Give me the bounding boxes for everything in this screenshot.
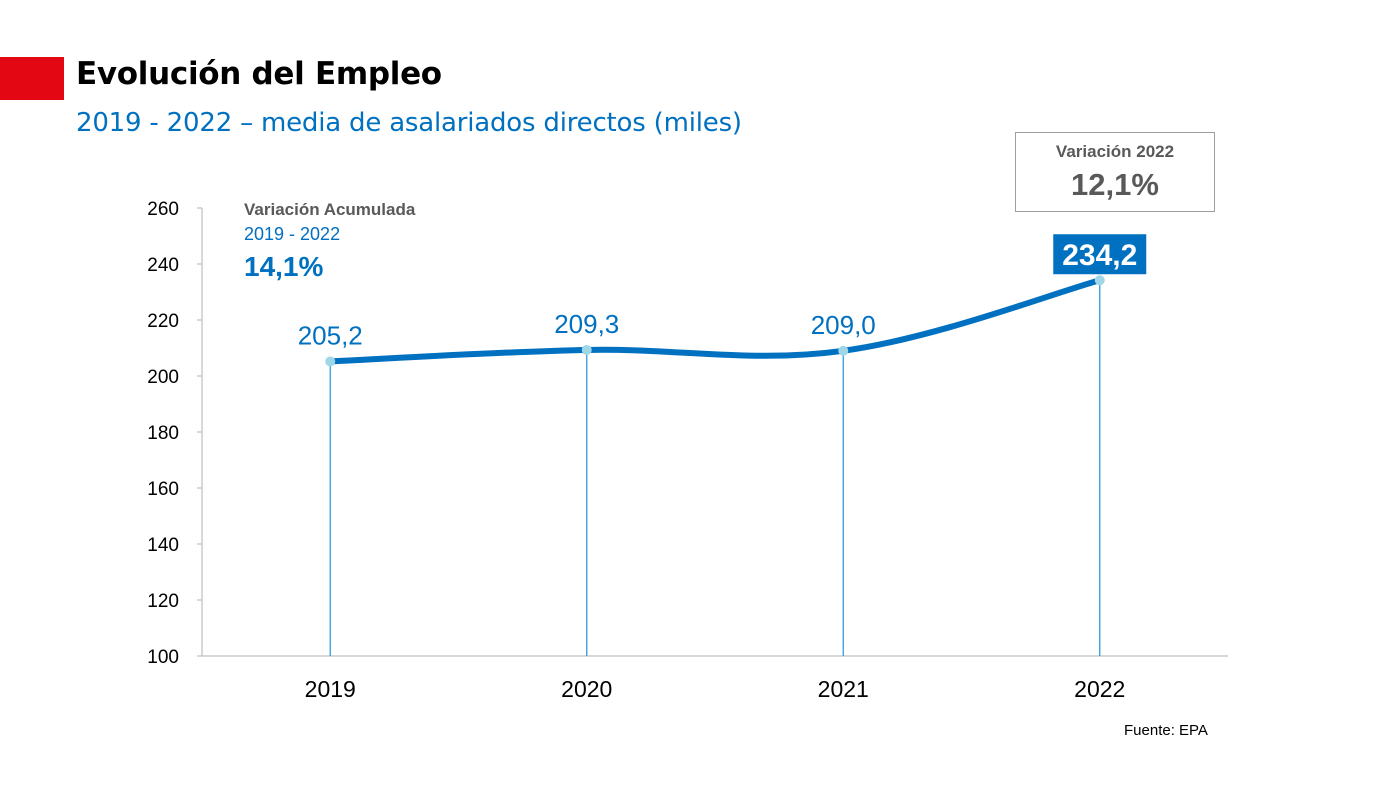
y-tick-label: 220 <box>147 311 179 332</box>
y-tick-label: 100 <box>147 647 179 668</box>
variation-2022-box: Variación 2022 12,1% <box>1015 132 1215 212</box>
cumulative-variation-annotation: Variación Acumulada 2019 - 2022 14,1% <box>244 199 415 287</box>
x-tick-label: 2022 <box>1074 676 1125 702</box>
cumulative-variation-label: Variación Acumulada <box>244 200 416 219</box>
y-tick-label: 140 <box>147 535 179 556</box>
data-point <box>581 344 592 355</box>
y-tick-label: 120 <box>147 591 179 612</box>
variation-2022-value: 12,1% <box>1071 167 1159 202</box>
data-label: 205,2 <box>298 320 363 350</box>
data-point <box>325 356 336 367</box>
cumulative-variation-period: 2019 - 2022 <box>244 224 341 244</box>
x-tick-label: 2021 <box>818 676 869 702</box>
page-title: Evolución del Empleo <box>76 56 442 92</box>
x-tick-label: 2020 <box>561 676 612 702</box>
y-tick-label: 180 <box>147 423 179 444</box>
data-label: 234,2 <box>1062 239 1137 272</box>
red-accent-bar <box>0 57 64 100</box>
data-label-highlight-box <box>1053 234 1147 275</box>
x-tick-label: 2019 <box>305 676 356 702</box>
data-label: 209,0 <box>811 310 876 340</box>
source-note: Fuente: EPA <box>1124 722 1208 739</box>
y-tick-label: 200 <box>147 367 179 388</box>
y-tick-label: 240 <box>147 255 179 276</box>
y-tick-label: 260 <box>147 199 179 220</box>
variation-2022-label: Variación 2022 <box>1055 142 1175 161</box>
page-subtitle: 2019 - 2022 – media de asalariados direc… <box>76 108 742 138</box>
data-point <box>1094 275 1105 286</box>
cumulative-variation-value: 14,1% <box>244 251 324 282</box>
data-point <box>838 345 849 356</box>
data-label: 209,3 <box>554 309 619 339</box>
series-line <box>327 277 1103 365</box>
y-tick-label: 160 <box>147 479 179 500</box>
